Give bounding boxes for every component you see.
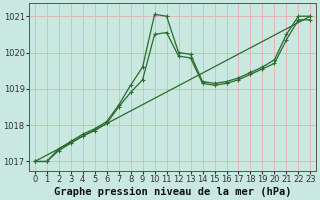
- X-axis label: Graphe pression niveau de la mer (hPa): Graphe pression niveau de la mer (hPa): [54, 186, 291, 197]
